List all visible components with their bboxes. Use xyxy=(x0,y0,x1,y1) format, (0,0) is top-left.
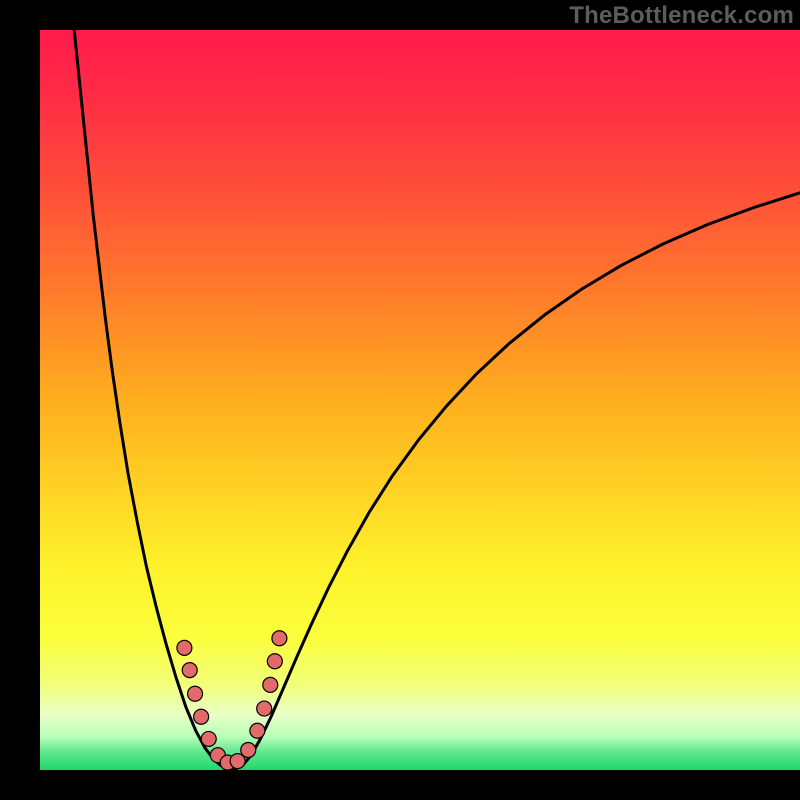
data-marker xyxy=(194,709,209,724)
data-marker xyxy=(182,663,197,678)
plot-svg xyxy=(0,0,800,800)
data-marker xyxy=(188,686,203,701)
data-marker xyxy=(177,640,192,655)
chart-container: TheBottleneck.com xyxy=(0,0,800,800)
data-marker xyxy=(201,731,216,746)
bottleneck-curve xyxy=(74,30,800,769)
data-marker xyxy=(267,654,282,669)
marker-group xyxy=(177,631,287,770)
watermark-text: TheBottleneck.com xyxy=(569,0,800,30)
data-marker xyxy=(272,631,287,646)
data-marker xyxy=(263,677,278,692)
data-marker xyxy=(257,701,272,716)
data-marker xyxy=(241,743,256,758)
data-marker xyxy=(250,723,265,738)
